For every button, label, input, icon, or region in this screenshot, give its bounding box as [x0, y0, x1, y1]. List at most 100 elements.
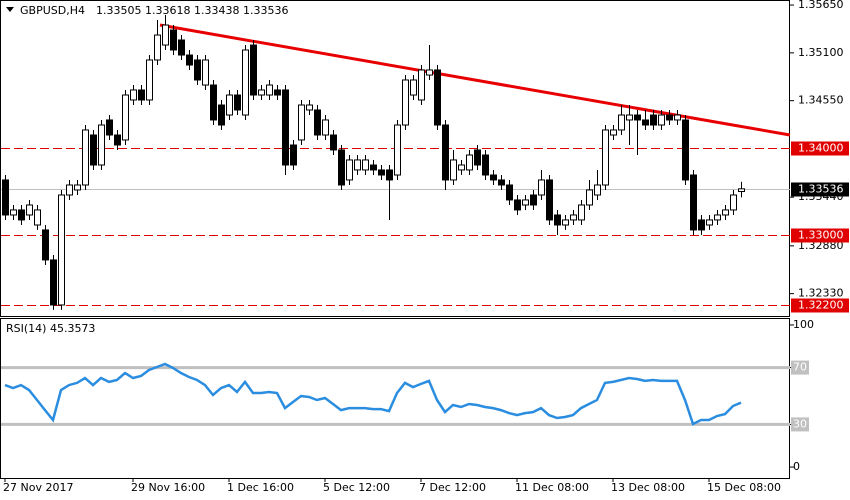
- x-tick-label: 15 Dec 08:00: [707, 481, 781, 494]
- candle-body: [450, 159, 457, 181]
- candle-body: [82, 129, 89, 186]
- candle-body: [650, 114, 657, 126]
- candle-body: [282, 89, 289, 166]
- rsi-tick-box: [791, 360, 809, 375]
- candle-body: [426, 69, 433, 76]
- candle-body: [210, 84, 217, 121]
- candle-body: [594, 184, 601, 196]
- y-tick-label: 1.35650: [798, 0, 844, 11]
- x-tick-label: 27 Nov 2017: [3, 481, 73, 494]
- rsi-tick-label: 100: [793, 318, 814, 331]
- symbol: GBPUSD,H4: [20, 4, 85, 17]
- candle-body: [674, 114, 681, 121]
- candle-body: [714, 214, 721, 221]
- candle-body: [394, 124, 401, 176]
- x-tick-label: 1 Dec 16:00: [227, 481, 294, 494]
- rsi-tick-label: 70: [793, 361, 807, 374]
- candle-body: [34, 209, 41, 226]
- candle-body: [58, 194, 65, 306]
- candle-body: [50, 259, 57, 306]
- candle-body: [98, 124, 105, 166]
- y-tick-label: 1.32330: [798, 287, 844, 300]
- candle-body: [114, 134, 121, 146]
- x-tick-label: 13 Dec 08:00: [611, 481, 685, 494]
- candle-body: [642, 119, 649, 126]
- rsi-tick-label: 0: [793, 460, 800, 473]
- candle-body: [250, 44, 257, 96]
- candle-body: [666, 114, 673, 121]
- candle-body: [554, 214, 561, 226]
- candle-body: [626, 114, 633, 121]
- main-pane-border: [0, 0, 790, 317]
- candle-body: [274, 89, 281, 96]
- candle-body: [298, 104, 305, 141]
- candle-body: [498, 179, 505, 186]
- candle-body: [586, 189, 593, 206]
- candle-body: [330, 134, 337, 151]
- candle-body: [690, 174, 697, 231]
- candle-body: [322, 119, 329, 136]
- candle-body: [74, 184, 81, 191]
- candle-body: [474, 149, 481, 166]
- candle-body: [610, 129, 617, 136]
- candle-body: [530, 194, 537, 206]
- level-tag: [791, 141, 849, 156]
- candle-body: [682, 119, 689, 181]
- candle-body: [418, 69, 425, 101]
- candle-body: [506, 184, 513, 201]
- rsi-tick-label: 30: [793, 417, 807, 430]
- candle-body: [578, 204, 585, 221]
- candle-body: [242, 49, 249, 116]
- candle-body: [106, 119, 113, 136]
- candle-body: [178, 39, 185, 56]
- candle-body: [562, 219, 569, 226]
- candle-body: [458, 164, 465, 171]
- candle-body: [138, 89, 145, 101]
- rsi-tick-box: [791, 417, 809, 432]
- candle-body: [226, 94, 233, 116]
- level-tag: [791, 298, 849, 313]
- rsi-line: [4, 362, 742, 426]
- candle-body: [658, 114, 665, 126]
- level-label: 1.32200: [798, 299, 844, 312]
- ohlc-low: 1.33438: [194, 4, 240, 17]
- candle-body: [442, 124, 449, 181]
- candle-body: [346, 159, 353, 181]
- rsi-pane-border: [0, 318, 790, 479]
- candle-body: [546, 179, 553, 221]
- candle-body: [402, 79, 409, 126]
- candle-body: [162, 24, 169, 46]
- menu-arrow: [6, 7, 14, 12]
- candle-body: [354, 159, 361, 171]
- y-tick-label: 1.35100: [798, 46, 844, 59]
- x-tick-label: 7 Dec 12:00: [419, 481, 486, 494]
- level-label: 1.34000: [798, 142, 844, 155]
- candle-body: [570, 214, 577, 221]
- candle-body: [266, 84, 273, 96]
- candle-body: [290, 144, 297, 166]
- candle-body: [90, 134, 97, 166]
- candle-body: [466, 154, 473, 171]
- candle-body: [10, 209, 17, 216]
- candle-body: [338, 149, 345, 186]
- candle-body: [42, 229, 49, 261]
- candle-body: [386, 169, 393, 181]
- candle-body: [698, 219, 705, 231]
- candle-body: [490, 174, 497, 181]
- x-tick-label: 29 Nov 16:00: [131, 481, 205, 494]
- candle-body: [66, 184, 73, 196]
- ohlc-close: 1.33536: [243, 4, 289, 17]
- candle-body: [146, 59, 153, 101]
- rsi-label: RSI(14) 45.3573: [6, 322, 95, 335]
- candle-body: [234, 94, 241, 111]
- candle-body: [2, 179, 9, 216]
- candle-body: [202, 59, 209, 86]
- candle-body: [154, 34, 161, 61]
- candle-body: [258, 89, 265, 96]
- candle-body: [122, 94, 129, 141]
- candle-body: [634, 114, 641, 121]
- ohlc-high: 1.33618: [145, 4, 191, 17]
- candle-body: [514, 199, 521, 211]
- x-tick-label: 11 Dec 08:00: [515, 481, 589, 494]
